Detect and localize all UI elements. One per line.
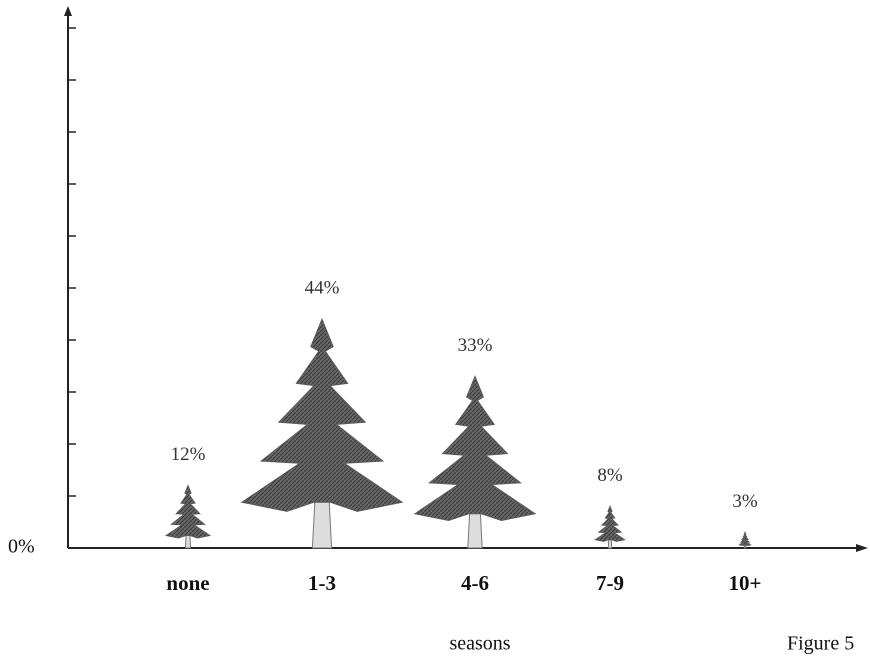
x-tick-label: none <box>166 571 209 595</box>
x-axis-label: seasons <box>449 633 510 655</box>
value-label: 8% <box>597 465 623 486</box>
value-label: 33% <box>458 335 493 356</box>
value-label: 12% <box>171 444 206 465</box>
x-tick-label: 7-9 <box>596 571 624 595</box>
x-tick-label: 1-3 <box>308 571 336 595</box>
x-axis-arrow <box>856 544 868 552</box>
caption: Figure 5 <box>787 633 854 655</box>
tree <box>740 532 751 545</box>
chart: seasons Figure 5 0% none 12% 1-3 44% 4-6 33% 7-… <box>0 0 870 662</box>
tree <box>166 486 210 538</box>
y-axis-arrow <box>64 6 72 16</box>
x-tick-label: 10+ <box>729 571 762 595</box>
x-tick-label: 4-6 <box>461 571 489 595</box>
tree <box>595 506 624 541</box>
y-tick-label: 0% <box>8 536 35 558</box>
tree <box>415 376 535 520</box>
tree <box>242 319 402 511</box>
value-label: 3% <box>732 491 758 512</box>
value-label: 44% <box>305 278 340 299</box>
page: {"chart_data": {"type": "pictogram", "ca… <box>0 0 870 662</box>
